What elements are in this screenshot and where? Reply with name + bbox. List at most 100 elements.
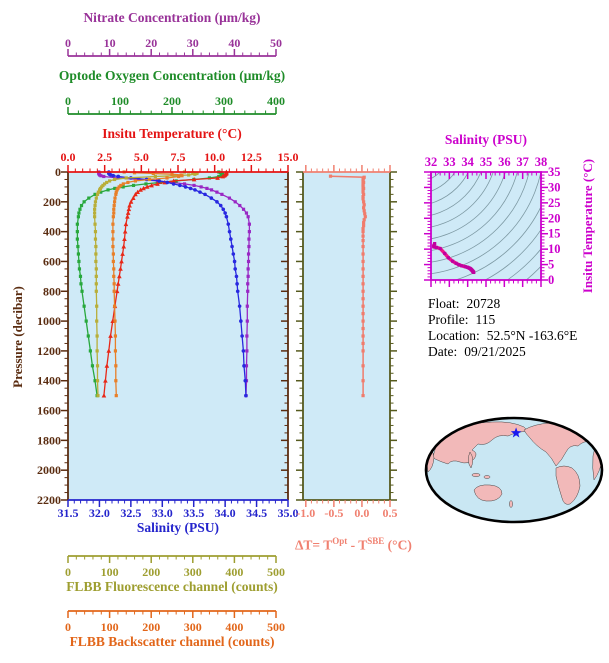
- tick-label: 33.5: [183, 506, 204, 520]
- float-info-block: Float: 20728 Profile: 115 Location: 52.5°N …: [428, 296, 577, 360]
- profile-fluorescence: [93, 170, 200, 398]
- tick-label: 300: [184, 620, 202, 634]
- delta-t-title-part: (°C): [384, 537, 412, 553]
- tick-label: 1800: [37, 433, 61, 447]
- tick-label: -1.0: [296, 506, 315, 520]
- tick-label: 1200: [37, 344, 61, 358]
- tick-label: 100: [111, 94, 129, 108]
- tick-label: 5.0: [134, 150, 149, 164]
- temperature-axis-title: Insitu Temperature (°C): [102, 126, 242, 141]
- tick-label: 40: [228, 36, 240, 50]
- tick-label: 200: [142, 620, 160, 634]
- tick-label: 32.5: [120, 506, 141, 520]
- tick-label: 0: [548, 273, 554, 287]
- tick-label: 37: [516, 155, 529, 169]
- main-panel-frame: 0 200 400 600 800 1000 1200 1400 1600 1800 2000 220…: [37, 165, 289, 507]
- tick-label: 500: [267, 620, 285, 634]
- main-profile-panel: [68, 172, 288, 500]
- salinity-axis: 31.5 32.0 32.5 33.0 33.5 34.0 34.5 35.0: [58, 499, 299, 520]
- profile-number-label: Profile:: [428, 312, 469, 327]
- profile-number-value: 115: [475, 312, 496, 327]
- tick-label: 33: [443, 155, 456, 169]
- ts-salinity-axis-title: Salinity (PSU): [444, 132, 528, 147]
- ts-diagram-panel: [431, 172, 541, 280]
- fluorescence-axis: 0 100 200 300 400 500: [65, 555, 285, 579]
- fluorescence-axis-title: FLBB Fluorescence channel (counts): [66, 579, 278, 594]
- delta-t-axis-title: ΔT= TOpt - TSBE (°C): [197, 520, 497, 570]
- tick-label: 20: [145, 36, 157, 50]
- tick-label: 200: [142, 565, 160, 579]
- tick-label: 600: [43, 254, 61, 268]
- tick-label: 12.5: [241, 150, 262, 164]
- tick-label: 0: [65, 94, 71, 108]
- float-id-value: 20728: [466, 296, 501, 311]
- tick-label: 0: [65, 36, 71, 50]
- float-id-row: Float: 20728: [428, 296, 577, 312]
- tick-label: 32.0: [89, 506, 110, 520]
- delta-t-title-sup-opt: Opt: [332, 536, 348, 546]
- delta-t-frame: -1.0 -0.5 0.0 0.5: [296, 165, 398, 520]
- tick-label: 15.0: [278, 150, 299, 164]
- tick-label: 25: [548, 196, 561, 210]
- tick-label: 7.5: [171, 150, 186, 164]
- tick-label: 0.0: [61, 150, 76, 164]
- date-value: 09/21/2025: [464, 344, 526, 359]
- tick-label: 200: [43, 195, 61, 209]
- tick-label: 400: [225, 620, 243, 634]
- salinity-axis-title: Salinity (PSU): [136, 520, 220, 535]
- ts-temperature-axis-title: Insitu Temperature (°C): [580, 158, 595, 294]
- backscatter-axis: 0 100 200 300 400 500: [65, 610, 285, 634]
- tick-label: 50: [270, 36, 282, 50]
- tick-label: 800: [43, 284, 61, 298]
- delta-t-panel: [303, 172, 390, 500]
- tick-label: 1600: [37, 404, 61, 418]
- tick-label: 34.5: [246, 506, 267, 520]
- backscatter-axis-title: FLBB Backscatter channel (counts): [69, 634, 275, 649]
- tick-label: -0.5: [324, 506, 343, 520]
- tick-label: 1400: [37, 374, 61, 388]
- delta-t-title-part: - T: [347, 537, 368, 553]
- tick-label: 400: [225, 565, 243, 579]
- date-label: Date:: [428, 344, 458, 359]
- map-outline: [424, 416, 604, 524]
- tick-label: 400: [43, 225, 61, 239]
- tick-label: 35.0: [278, 506, 299, 520]
- date-row: Date: 09/21/2025: [428, 344, 577, 360]
- tick-label: 34: [461, 155, 474, 169]
- tick-label: 30: [187, 36, 199, 50]
- tick-label: 0: [65, 620, 71, 634]
- pressure-axis-title: Pressure (decibar): [10, 286, 25, 388]
- temperature-axis: 0.0 2.5 5.0 7.5 10.0 12.5 15.0: [61, 150, 299, 173]
- tick-label: 31.5: [58, 506, 79, 520]
- location-row: Location: 52.5°N -163.6°E: [428, 328, 577, 344]
- tick-label: 100: [101, 565, 119, 579]
- tick-label: 1000: [37, 314, 61, 328]
- tick-label: 100: [101, 620, 119, 634]
- delta-t-title-sup-sbe: SBE: [367, 536, 385, 546]
- tick-label: 0: [55, 165, 61, 179]
- location-label: Location:: [428, 328, 480, 343]
- tick-label: 10: [548, 242, 561, 256]
- tick-label: 36: [498, 155, 511, 169]
- float-id-label: Float:: [428, 296, 460, 311]
- tick-label: 0.0: [354, 506, 369, 520]
- tick-label: 30: [548, 180, 561, 194]
- profile-backscatter: [111, 170, 184, 398]
- tick-label: 300: [215, 94, 233, 108]
- tick-label: 33.0: [152, 506, 173, 520]
- tick-label: 300: [184, 565, 202, 579]
- tick-label: 2200: [37, 493, 61, 507]
- tick-label: 5: [548, 258, 554, 272]
- delta-t-profile: [328, 174, 367, 398]
- tick-label: 200: [163, 94, 181, 108]
- tick-label: 35: [548, 165, 561, 179]
- tick-label: 0.5: [383, 506, 398, 520]
- nitrate-axis-title: Nitrate Concentration (μm/kg): [83, 10, 261, 25]
- profile-temperature: [101, 169, 229, 398]
- float-location-star: [510, 427, 522, 438]
- tick-label: 400: [267, 94, 285, 108]
- tick-label: 0: [65, 565, 71, 579]
